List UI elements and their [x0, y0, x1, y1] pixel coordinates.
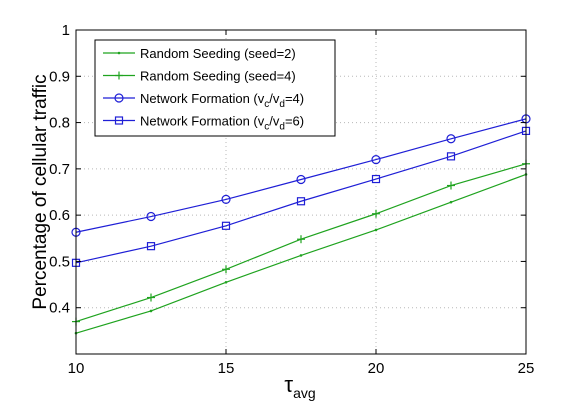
- legend-label: Network Formation (vc/vd=4): [140, 91, 304, 110]
- legend-label-subscript: d: [279, 99, 285, 110]
- x-tick-label: 20: [368, 360, 385, 377]
- x-axis-label: τavg: [284, 372, 315, 401]
- y-axis-label: Percentage of cellular traffic: [30, 74, 51, 309]
- legend-label-middle: /v: [269, 114, 280, 129]
- legend-label-subscript: c: [264, 99, 269, 110]
- legend-label-middle: /v: [269, 91, 280, 106]
- data-point-circle: [114, 93, 124, 103]
- series-2: [72, 159, 530, 326]
- series-1: [74, 173, 528, 335]
- legend-item: Random Seeding (seed=2): [103, 46, 296, 61]
- legend-label-main: Random Seeding (seed=2): [140, 46, 296, 61]
- data-point-circle: [296, 174, 306, 185]
- data-point-dot: [117, 51, 121, 55]
- series-layer: [71, 114, 531, 335]
- legend-label-main: Network Formation (v: [140, 91, 265, 106]
- legend-label-subscript: d: [279, 122, 285, 133]
- legend-label-main: Random Seeding (seed=4): [140, 69, 296, 84]
- data-point-plus: [297, 235, 305, 244]
- data-point-square: [221, 221, 231, 230]
- data-point-dot: [299, 254, 303, 257]
- data-point-circle: [221, 194, 231, 205]
- legend-item: Network Formation (vc/vd=4): [103, 91, 304, 110]
- y-tick-label: 0.7: [49, 161, 70, 178]
- series-line: [75, 118, 527, 233]
- data-point-square: [114, 116, 124, 125]
- legend-item: Random Seeding (seed=4): [103, 69, 296, 84]
- series-line: [75, 130, 527, 264]
- legend-box: [94, 39, 336, 137]
- tick-marks: [75, 29, 527, 354]
- legend-label: Random Seeding (seed=4): [140, 69, 296, 84]
- data-point-plus: [222, 265, 230, 274]
- data-point-square: [296, 197, 306, 206]
- axes-frame: [75, 29, 527, 355]
- data-point-dot: [374, 228, 378, 232]
- legend-label-end: =4): [285, 91, 304, 106]
- legend: Random Seeding (seed=2) Random Seeding (s…: [94, 39, 336, 137]
- tick-labels: 10 15 20 25 0.4 0.5 0.6 0.7 0.8 0.9 1: [49, 22, 534, 377]
- data-point-dot: [224, 280, 228, 284]
- data-point-square: [446, 152, 456, 161]
- data-point-plus: [147, 293, 155, 302]
- data-point-circle: [146, 211, 156, 222]
- data-point-circle: [446, 134, 456, 144]
- data-point-circle: [371, 155, 381, 165]
- x-tick-label: 25: [518, 360, 535, 377]
- data-point-square: [371, 174, 381, 184]
- y-tick-label: 0.4: [49, 300, 70, 317]
- legend-label-end: =6): [285, 114, 304, 129]
- legend-label-main: Network Formation (v: [140, 114, 265, 129]
- y-tick-label: 0.8: [49, 115, 70, 132]
- data-point-plus: [447, 181, 455, 190]
- x-axis-label-main: τ: [284, 372, 293, 397]
- y-tick-label: 1: [62, 22, 70, 39]
- y-tick-label: 0.9: [49, 68, 70, 85]
- data-point-plus: [372, 209, 380, 218]
- data-point-dot: [149, 309, 153, 313]
- y-tick-label: 0.6: [49, 207, 70, 224]
- data-point-plus: [115, 71, 123, 80]
- y-tick-label: 0.5: [49, 253, 70, 270]
- legend-item: Network Formation (vc/vd=6): [103, 114, 304, 133]
- x-tick-label: 15: [218, 360, 235, 377]
- x-tick-label: 10: [68, 360, 85, 377]
- data-point-square: [146, 242, 156, 251]
- data-point-dot: [449, 200, 453, 204]
- legend-label: Random Seeding (seed=2): [140, 46, 296, 61]
- x-axis-label-subscript: avg: [293, 385, 316, 401]
- legend-label-subscript: c: [264, 122, 269, 133]
- legend-label: Network Formation (vc/vd=6): [140, 114, 304, 133]
